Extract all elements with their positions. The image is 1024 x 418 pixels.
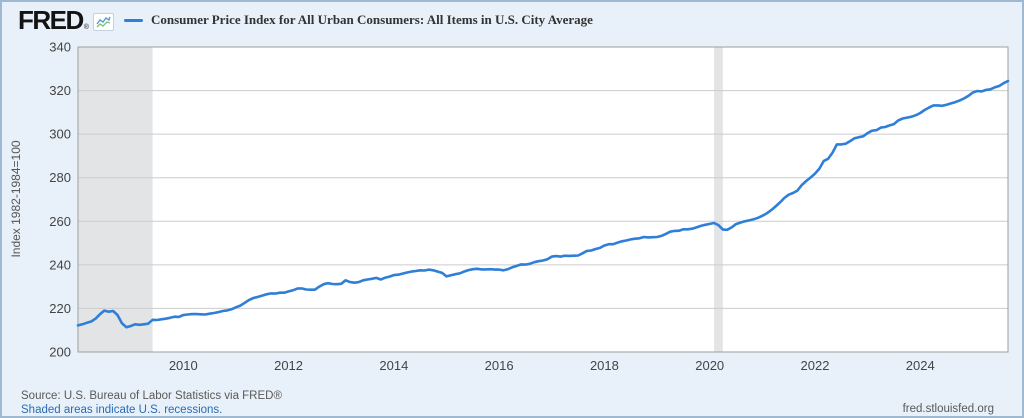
cpi-chart: 200 220 240 260 280 300 320 340 2010 2012 2014 2016… — [49, 40, 1010, 373]
recession-band — [78, 47, 153, 352]
source-attribution: Source: U.S. Bureau of Labor Statistics … — [21, 390, 282, 402]
x-tick-label: 2016 — [485, 358, 514, 373]
fred-graph-icon — [92, 13, 114, 31]
recession-band — [714, 47, 723, 352]
chart-footer: Source: U.S. Bureau of Labor Statistics … — [21, 390, 282, 416]
fred-logo-text: FRED — [18, 5, 84, 35]
x-tick-label: 2020 — [695, 358, 724, 373]
chart-header: FRED ® Consumer Price Index for All Urba… — [18, 7, 593, 33]
y-tick-label: 220 — [49, 301, 71, 316]
y-tick-label: 280 — [49, 170, 71, 185]
legend-line-marker — [123, 18, 143, 22]
cpi-data-line — [76, 79, 1010, 329]
recession-note-link[interactable]: Shaded areas indicate U.S. recessions. — [21, 403, 223, 416]
y-tick-label: 300 — [49, 127, 71, 142]
y-tick-label: 200 — [49, 345, 71, 360]
x-tick-label: 2024 — [906, 358, 935, 373]
x-tick-label: 2018 — [590, 358, 619, 373]
x-tick-label: 2022 — [801, 358, 830, 373]
y-tick-label: 260 — [49, 214, 71, 229]
plot-border — [77, 46, 1009, 353]
fred-url: fred.stlouisfed.org — [902, 403, 994, 415]
plot-area — [78, 47, 1008, 352]
x-tick-label: 2010 — [169, 358, 198, 373]
y-tick-label: 340 — [49, 40, 71, 55]
y-tick-label: 320 — [49, 83, 71, 98]
fred-logo[interactable]: FRED ® — [18, 5, 114, 35]
y-tick-label: 240 — [49, 257, 71, 272]
chart-title: Consumer Price Index for All Urban Consu… — [150, 12, 593, 27]
x-tick-label: 2012 — [274, 358, 303, 373]
y-axis-title: Index 1982-1984=100 — [9, 140, 23, 258]
registered-trademark: ® — [83, 24, 89, 31]
x-tick-label: 2014 — [379, 358, 408, 373]
